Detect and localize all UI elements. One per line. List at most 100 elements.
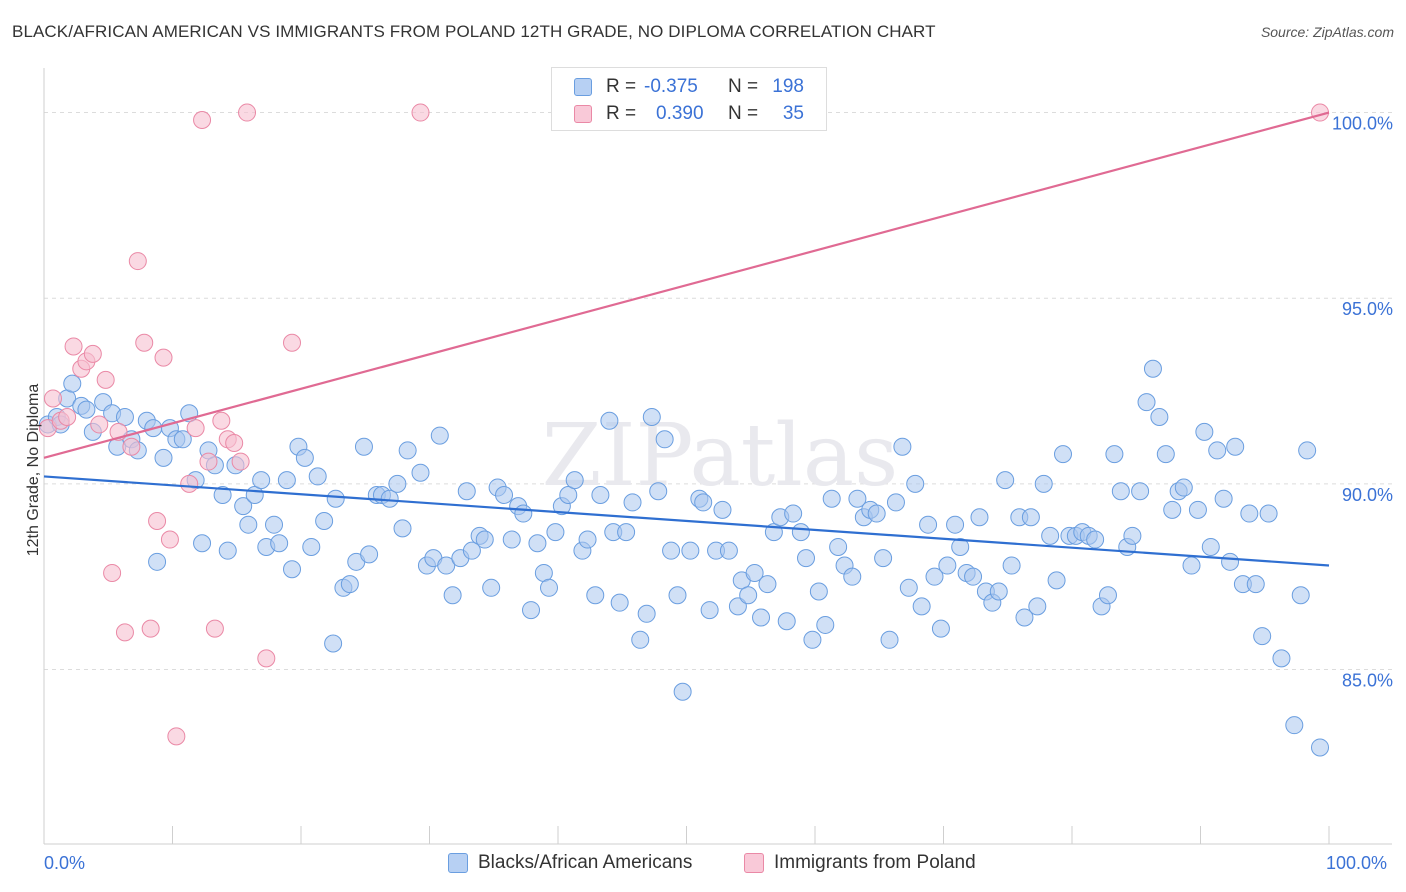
point-blacks	[728, 597, 747, 616]
point-blacks	[586, 586, 605, 605]
point-blacks	[1021, 508, 1040, 527]
point-blacks	[996, 471, 1015, 490]
point-blacks	[600, 411, 619, 430]
point-blacks	[912, 597, 931, 616]
point-blacks	[393, 519, 412, 538]
point-blacks	[700, 601, 719, 620]
point-blacks	[803, 630, 822, 649]
point-blacks	[1041, 526, 1060, 545]
point-poland	[90, 415, 109, 434]
point-blacks	[482, 578, 501, 597]
point-blacks	[1182, 556, 1201, 575]
point-poland	[122, 437, 141, 456]
point-blacks	[662, 541, 681, 560]
y-tick-labels: 85.0% 90.0% 95.0% 100.0%	[1332, 114, 1393, 691]
point-blacks	[791, 523, 810, 542]
point-poland	[283, 333, 302, 352]
point-poland	[411, 103, 430, 122]
point-blacks	[1188, 500, 1207, 519]
legend-row-blacks: R = -0.375 N = 198	[574, 74, 804, 100]
point-blacks	[631, 630, 650, 649]
point-blacks	[925, 567, 944, 586]
point-blacks	[302, 537, 321, 556]
point-blacks	[816, 615, 835, 634]
point-blacks	[528, 534, 547, 553]
gridlines	[44, 112, 1392, 670]
point-blacks	[784, 504, 803, 523]
point-blacks	[148, 552, 167, 571]
point-blacks	[1246, 575, 1265, 594]
point-blacks	[874, 549, 893, 568]
legend-swatch-blue	[574, 78, 592, 96]
point-poland	[103, 563, 122, 582]
point-blacks	[1298, 441, 1317, 460]
y-tick-label: 95.0%	[1342, 299, 1393, 319]
point-blacks	[1272, 649, 1291, 668]
point-blacks	[1028, 597, 1047, 616]
point-blacks	[829, 537, 848, 556]
point-blacks	[758, 575, 777, 594]
y-tick-label: 100.0%	[1332, 114, 1393, 134]
point-blacks	[340, 575, 359, 594]
point-blacks	[610, 593, 629, 612]
point-blacks	[1174, 478, 1193, 497]
legend-swatch-pink	[574, 105, 592, 123]
point-blacks	[673, 682, 692, 701]
point-poland	[135, 333, 154, 352]
point-poland	[199, 452, 218, 471]
point-blacks	[1259, 504, 1278, 523]
series-poland-points	[38, 103, 1330, 746]
point-blacks	[1137, 393, 1156, 412]
point-blacks	[77, 400, 96, 419]
point-blacks	[234, 497, 253, 516]
point-blacks	[63, 374, 82, 393]
source-label: Source: ZipAtlas.com	[1260, 24, 1394, 40]
point-poland	[64, 337, 83, 356]
point-poland	[128, 252, 147, 271]
point-blacks	[777, 612, 796, 631]
point-blacks	[411, 463, 430, 482]
point-blacks	[495, 485, 514, 504]
point-blacks	[1253, 627, 1272, 646]
legend-item-label: Blacks/African Americans	[478, 852, 693, 873]
point-blacks	[1047, 571, 1066, 590]
point-blacks	[1002, 556, 1021, 575]
point-blacks	[1086, 530, 1105, 549]
point-blacks	[1208, 441, 1227, 460]
legend-swatch-pink	[744, 853, 764, 873]
point-poland	[148, 511, 167, 530]
y-axis-label: 12th Grade, No Diploma	[25, 383, 42, 557]
point-blacks	[324, 634, 343, 653]
point-blacks	[623, 493, 642, 512]
point-blacks	[1034, 474, 1053, 493]
point-blacks	[398, 441, 417, 460]
point-blacks	[462, 541, 481, 560]
point-blacks	[1291, 586, 1310, 605]
point-blacks	[1105, 445, 1124, 464]
point-blacks	[752, 608, 771, 627]
point-blacks	[906, 474, 925, 493]
legend-item-poland[interactable]: Immigrants from Poland	[744, 852, 976, 874]
point-blacks	[713, 500, 732, 519]
point-blacks	[591, 485, 610, 504]
point-blacks	[1150, 408, 1169, 427]
legend-row-poland: R = 0.390 N = 35	[574, 101, 804, 127]
point-blacks	[265, 515, 284, 534]
legend-item-blacks[interactable]: Blacks/African Americans	[448, 852, 692, 874]
point-blacks	[213, 485, 232, 504]
point-blacks	[822, 489, 841, 508]
point-blacks	[277, 471, 296, 490]
point-blacks	[308, 467, 327, 486]
point-blacks	[931, 619, 950, 638]
trend-line-poland	[43, 111, 1330, 459]
point-blacks	[154, 448, 173, 467]
legend-r-label: R =	[606, 76, 637, 97]
point-poland	[212, 411, 231, 430]
point-poland	[167, 727, 186, 746]
point-blacks	[502, 530, 521, 549]
point-blacks	[893, 437, 912, 456]
point-blacks	[578, 530, 597, 549]
point-blacks	[1240, 504, 1259, 523]
point-blacks	[475, 530, 494, 549]
